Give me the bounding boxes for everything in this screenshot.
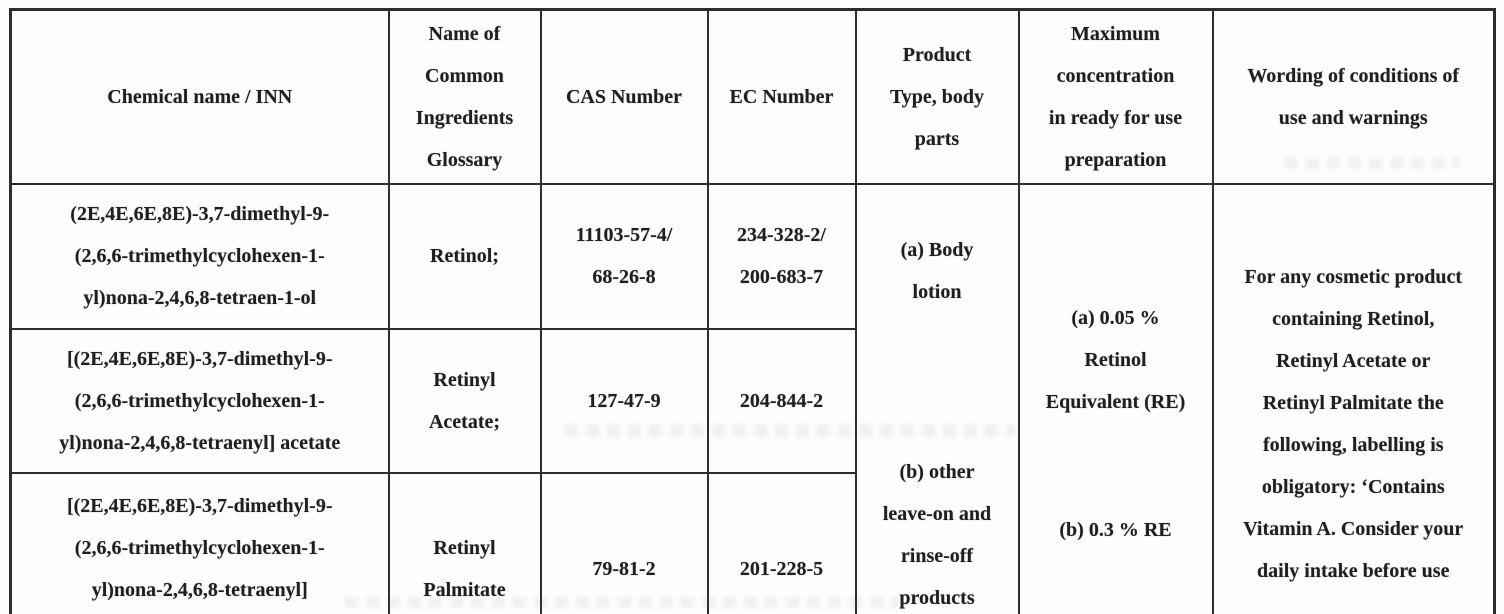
header-product-type: Product Type, body parts bbox=[854, 8, 1020, 185]
concentration-b: (b) 0.3 % RE bbox=[1059, 519, 1172, 541]
cell-retinol-ec: 234-328-2/ 200-683-7 bbox=[706, 183, 857, 330]
cell-max-concentration: (a) 0.05 % Retinol Equivalent (RE) (b) 0… bbox=[1017, 183, 1214, 614]
table-row-retinol: (2E,4E,6E,8E)-3,7-dimethyl-9- (2,6,6-tri… bbox=[9, 183, 1496, 614]
table-row-retinyl-palmitate: [(2E,4E,6E,8E)-3,7-dimethyl-9- (2,6,6-tr… bbox=[9, 472, 1495, 614]
table-row-retinyl-acetate: [(2E,4E,6E,8E)-3,7-dimethyl-9- (2,6,6-tr… bbox=[9, 327, 1495, 475]
cell-palmitate-common-name: Retinyl Palmitate bbox=[387, 472, 542, 614]
product-type-b: (b) other leave-on and rinse-off product… bbox=[882, 461, 992, 609]
cell-palmitate-chemical-name: [(2E,4E,6E,8E)-3,7-dimethyl-9- (2,6,6-tr… bbox=[9, 472, 390, 614]
cell-product-type: (a) Body lotion (b) other leave-on and r… bbox=[854, 183, 1020, 614]
header-wording-conditions: Wording of conditions of use and warning… bbox=[1211, 8, 1496, 185]
table-header-row: Chemical name / INN Name of Common Ingre… bbox=[9, 8, 1496, 185]
cell-retinol-common-name: Retinol; bbox=[387, 183, 542, 330]
cell-palmitate-ec: 201-228-5 bbox=[706, 472, 857, 614]
header-common-ingredients-glossary: Name of Common Ingredients Glossary bbox=[387, 8, 542, 185]
cell-acetate-common-name: Retinyl Acetate; bbox=[387, 327, 542, 475]
header-max-concentration: Maximum concentration in ready for use p… bbox=[1017, 8, 1214, 185]
header-ec-number: EC Number bbox=[706, 8, 857, 185]
wording-text: For any cosmetic product containing Reti… bbox=[1243, 266, 1464, 582]
cell-retinol-cas: 11103-57-4/ 68-26-8 bbox=[539, 183, 709, 330]
cell-acetate-ec: 204-844-2 bbox=[706, 327, 857, 475]
header-chemical-name: Chemical name / INN bbox=[9, 8, 390, 185]
cell-wording-conditions: For any cosmetic product containing Reti… bbox=[1211, 183, 1496, 614]
product-type-a: (a) Body lotion bbox=[900, 239, 974, 303]
header-cas-number: CAS Number bbox=[539, 8, 709, 185]
cell-palmitate-cas: 79-81-2 bbox=[539, 472, 709, 614]
cell-acetate-chemical-name: [(2E,4E,6E,8E)-3,7-dimethyl-9- (2,6,6-tr… bbox=[9, 327, 390, 475]
cell-acetate-cas: 127-47-9 bbox=[539, 327, 709, 475]
ingredient-regulation-table: Chemical name / INN Name of Common Ingre… bbox=[9, 8, 1496, 614]
cell-retinol-chemical-name: (2E,4E,6E,8E)-3,7-dimethyl-9- (2,6,6-tri… bbox=[9, 183, 390, 330]
concentration-a: (a) 0.05 % Retinol Equivalent (RE) bbox=[1045, 307, 1186, 413]
